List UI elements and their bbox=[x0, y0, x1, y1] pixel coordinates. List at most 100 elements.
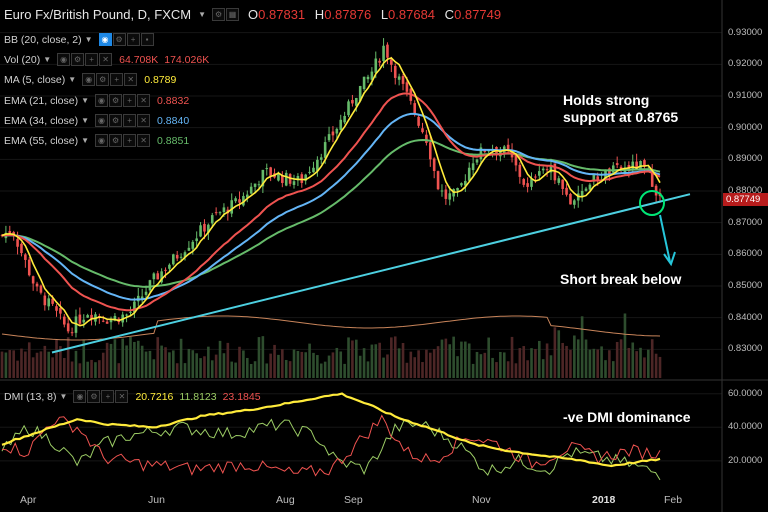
candle-body bbox=[172, 254, 175, 265]
add-icon[interactable]: + bbox=[123, 134, 137, 147]
volume-bar bbox=[604, 360, 607, 378]
chevron-down-icon[interactable]: ▼ bbox=[59, 392, 68, 401]
more-icon[interactable]: ▪ bbox=[140, 33, 154, 46]
close-icon[interactable]: ✕ bbox=[137, 94, 151, 107]
break-arrow bbox=[659, 214, 671, 263]
chevron-down-icon[interactable]: ▼ bbox=[198, 10, 207, 19]
volume-bar bbox=[428, 352, 432, 378]
add-icon[interactable]: + bbox=[123, 114, 137, 127]
visibility-icon[interactable]: ◉ bbox=[95, 114, 109, 127]
support-trendline[interactable] bbox=[51, 193, 691, 354]
candle-body bbox=[27, 259, 31, 276]
indicator-ma5[interactable]: MA (5, close) ▼ ◉ ⚙ + ✕ 0.8789 bbox=[4, 73, 176, 86]
volume-bar bbox=[553, 327, 557, 378]
volume-bar bbox=[522, 346, 526, 378]
volume-bar bbox=[335, 347, 339, 378]
chevron-down-icon[interactable]: ▼ bbox=[43, 55, 52, 64]
price-tick-label: 0.83000 bbox=[728, 343, 763, 355]
indicator-label: EMA (34, close) bbox=[4, 114, 79, 127]
candle-body bbox=[234, 198, 237, 202]
volume-bar bbox=[183, 363, 187, 378]
candle-body bbox=[191, 241, 195, 249]
volume-bar bbox=[4, 352, 8, 378]
candle-body bbox=[397, 76, 401, 80]
settings-icon[interactable]: ⚙ bbox=[96, 73, 110, 86]
chevron-down-icon[interactable]: ▼ bbox=[81, 96, 90, 105]
settings-icon[interactable]: ⚙ bbox=[109, 94, 123, 107]
candle-body bbox=[440, 190, 444, 192]
volume-bar bbox=[487, 337, 490, 378]
add-icon[interactable]: + bbox=[110, 73, 124, 86]
volume-bar bbox=[600, 346, 603, 378]
visibility-icon[interactable]: ◉ bbox=[95, 134, 109, 147]
indicator-buttons: ◉ ⚙ + ✕ bbox=[82, 73, 138, 86]
candle-body bbox=[339, 119, 343, 130]
price-tick-label: 0.86000 bbox=[728, 248, 763, 260]
volume-bar bbox=[300, 351, 304, 378]
open-value: 0.87831 bbox=[258, 7, 306, 22]
candle-body bbox=[39, 285, 43, 293]
settings-icon[interactable]: ⚙ bbox=[109, 134, 123, 147]
indicator-vol[interactable]: Vol (20) ▼ ◉ ⚙ + ✕ 64.708K 174.026K bbox=[4, 53, 209, 66]
last-price-label: 0.87749 bbox=[723, 193, 768, 206]
candle-body bbox=[518, 164, 522, 177]
indicator-buttons: ◉ ⚙ + ✕ bbox=[95, 114, 151, 127]
volume-bar bbox=[284, 359, 288, 378]
volume-bar bbox=[627, 347, 631, 378]
close-icon[interactable]: ✕ bbox=[115, 390, 129, 403]
close-icon[interactable]: ✕ bbox=[137, 134, 151, 147]
volume-bar bbox=[323, 361, 327, 378]
symbol-title[interactable]: Euro Fx/British Pound, D, FXCM bbox=[4, 7, 192, 22]
volume-bar bbox=[24, 351, 27, 378]
volume-bar bbox=[172, 350, 175, 378]
settings-icon[interactable]: ⚙ bbox=[212, 8, 226, 21]
close-icon[interactable]: ✕ bbox=[99, 53, 113, 66]
indicator-ema34[interactable]: EMA (34, close) ▼ ◉ ⚙ + ✕ 0.8840 bbox=[4, 114, 189, 127]
volume-bar bbox=[144, 351, 148, 378]
low-label: L bbox=[380, 7, 389, 22]
add-icon[interactable]: + bbox=[85, 53, 99, 66]
visibility-icon[interactable]: ◉ bbox=[73, 390, 87, 403]
settings-icon[interactable]: ⚙ bbox=[71, 53, 85, 66]
add-icon[interactable]: + bbox=[123, 94, 137, 107]
chevron-down-icon[interactable]: ▼ bbox=[81, 116, 90, 125]
candle-body bbox=[643, 160, 646, 167]
volume-bar bbox=[436, 346, 440, 378]
visibility-icon[interactable]: ◉ bbox=[57, 53, 71, 66]
candle-body bbox=[631, 161, 635, 169]
candle-body bbox=[113, 315, 117, 321]
visibility-icon[interactable]: ◉ bbox=[95, 94, 109, 107]
volume-bar bbox=[538, 340, 541, 378]
indicator-bb[interactable]: BB (20, close, 2) ▼ ◉ ⚙ + ▪ bbox=[4, 33, 155, 46]
add-icon[interactable]: + bbox=[101, 390, 115, 403]
time-tick-label: Feb bbox=[664, 494, 683, 506]
candle-body bbox=[530, 178, 533, 187]
price-tick-label: 0.92000 bbox=[728, 58, 763, 70]
indicator-ema55[interactable]: EMA (55, close) ▼ ◉ ⚙ + ✕ 0.8851 bbox=[4, 134, 189, 147]
indicator-dmi[interactable]: DMI (13, 8) ▼ ◉ ⚙ + ✕ 20.7216 11.8123 23.184… bbox=[4, 390, 261, 403]
time-tick-label: Aug bbox=[276, 494, 295, 506]
add-icon[interactable]: + bbox=[126, 33, 140, 46]
volume-bar bbox=[573, 335, 576, 378]
settings-icon[interactable]: ⚙ bbox=[87, 390, 101, 403]
volume-bar bbox=[467, 343, 471, 378]
candle-body bbox=[70, 332, 74, 334]
dmi-lines bbox=[1, 392, 661, 481]
visibility-icon[interactable]: ◉ bbox=[82, 73, 96, 86]
volume-bar bbox=[245, 357, 249, 378]
indicator-ema21[interactable]: EMA (21, close) ▼ ◉ ⚙ + ✕ 0.8832 bbox=[4, 94, 189, 107]
close-icon[interactable]: ✕ bbox=[124, 73, 138, 86]
grid-icon[interactable]: ▦ bbox=[226, 8, 240, 21]
settings-icon[interactable]: ⚙ bbox=[112, 33, 126, 46]
close-icon[interactable]: ✕ bbox=[137, 114, 151, 127]
chevron-down-icon[interactable]: ▼ bbox=[81, 136, 90, 145]
volume-bar bbox=[643, 357, 646, 378]
chevron-down-icon[interactable]: ▼ bbox=[84, 35, 93, 44]
candle-body bbox=[261, 169, 265, 187]
visibility-icon[interactable]: ◉ bbox=[98, 33, 112, 46]
support-line bbox=[51, 193, 691, 354]
chevron-down-icon[interactable]: ▼ bbox=[68, 75, 77, 84]
volume-bar bbox=[440, 339, 444, 378]
settings-icon[interactable]: ⚙ bbox=[109, 114, 123, 127]
